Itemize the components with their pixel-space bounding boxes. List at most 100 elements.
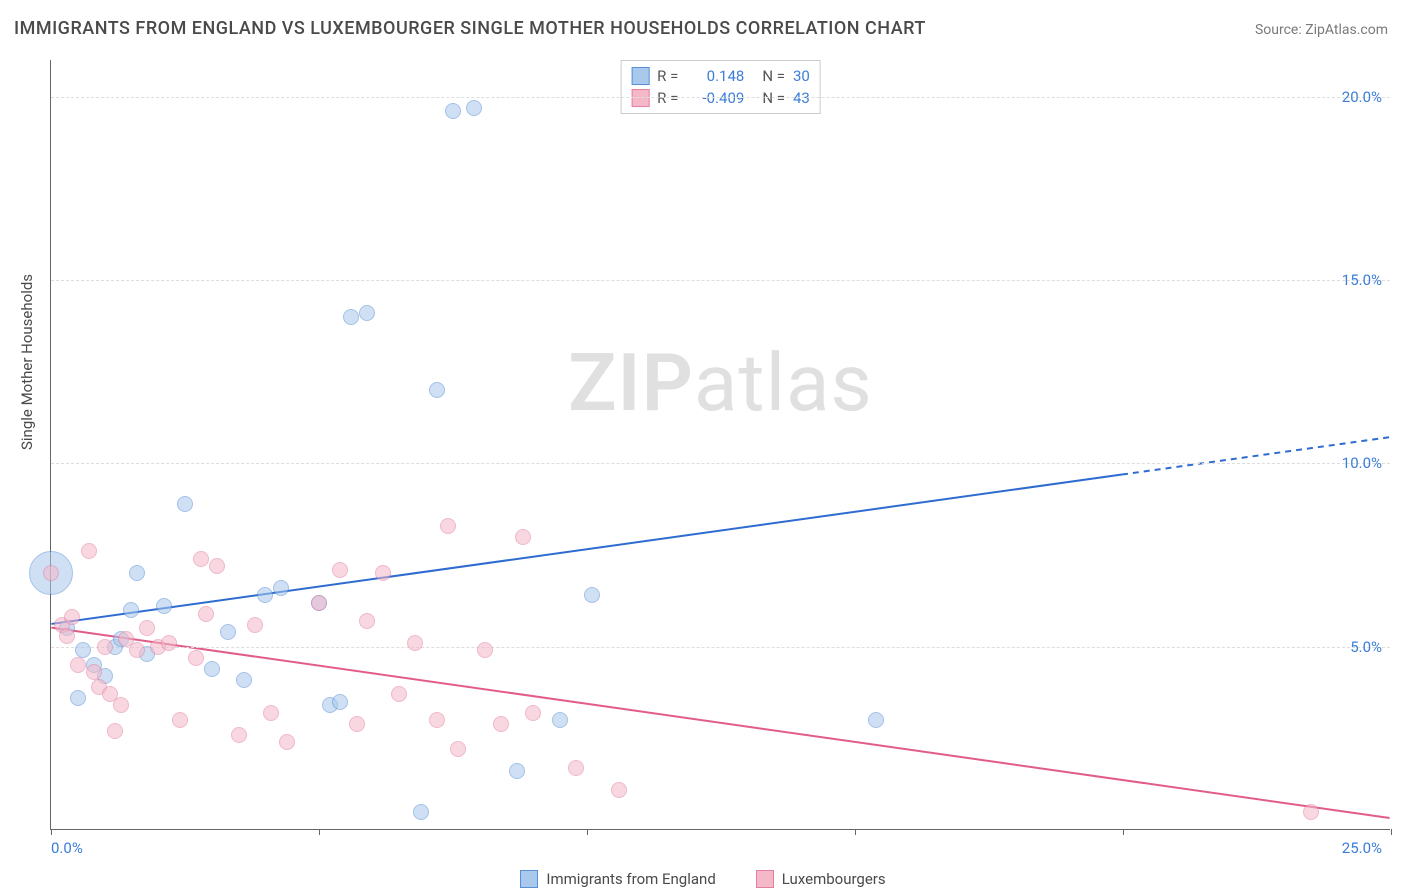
series-legend: Immigrants from England Luxembourgers	[0, 870, 1406, 888]
x-tick	[1123, 829, 1124, 835]
data-point	[332, 562, 348, 578]
legend-row: R = 0.148 N = 30	[631, 65, 810, 87]
y-tick-label: 15.0%	[1342, 271, 1382, 289]
legend-label: Immigrants from England	[546, 870, 715, 888]
data-point	[113, 697, 129, 713]
data-point	[172, 712, 188, 728]
data-point	[343, 309, 359, 325]
data-point	[407, 635, 423, 651]
legend-swatch	[631, 67, 649, 85]
n-value: 43	[793, 87, 810, 109]
data-point	[273, 580, 289, 596]
data-point	[445, 103, 461, 119]
legend-swatch	[520, 870, 538, 888]
data-point	[81, 543, 97, 559]
data-point	[515, 529, 531, 545]
legend-item: Luxembourgers	[756, 870, 886, 888]
r-value: 0.148	[686, 65, 744, 87]
data-point	[129, 565, 145, 581]
data-point	[525, 705, 541, 721]
data-point	[391, 686, 407, 702]
data-point	[493, 716, 509, 732]
data-point	[64, 609, 80, 625]
data-point	[311, 595, 327, 611]
data-point	[568, 760, 584, 776]
data-point	[231, 727, 247, 743]
data-point	[59, 628, 75, 644]
data-point	[429, 712, 445, 728]
data-point	[129, 642, 145, 658]
data-point	[413, 804, 429, 820]
data-point	[193, 551, 209, 567]
n-value: 30	[793, 65, 810, 87]
data-point	[584, 587, 600, 603]
data-point	[429, 382, 445, 398]
data-point	[466, 100, 482, 116]
data-point	[375, 565, 391, 581]
plot-area: ZIPatlas R = 0.148 N = 30 R = -0.409 N =…	[50, 60, 1390, 830]
data-point	[359, 305, 375, 321]
trend-lines-svg	[51, 60, 1390, 829]
x-tick	[1391, 829, 1392, 835]
y-tick-label: 10.0%	[1342, 454, 1382, 472]
y-axis-label: Single Mother Households	[18, 274, 36, 450]
data-point	[123, 602, 139, 618]
data-point	[70, 657, 86, 673]
correlation-legend: R = 0.148 N = 30 R = -0.409 N = 43	[620, 60, 821, 114]
legend-swatch	[756, 870, 774, 888]
data-point	[220, 624, 236, 640]
data-point	[477, 642, 493, 658]
r-label: R =	[657, 65, 678, 87]
x-tick	[587, 829, 588, 835]
gridline	[51, 647, 1390, 648]
data-point	[86, 664, 102, 680]
data-point	[236, 672, 252, 688]
data-point	[247, 617, 263, 633]
data-point	[332, 694, 348, 710]
data-point	[552, 712, 568, 728]
data-point	[257, 587, 273, 603]
x-tick	[319, 829, 320, 835]
data-point	[209, 558, 225, 574]
data-point	[97, 639, 113, 655]
gridline	[51, 97, 1390, 98]
chart-title: IMMIGRANTS FROM ENGLAND VS LUXEMBOURGER …	[14, 18, 926, 39]
source-label: Source: ZipAtlas.com	[1255, 22, 1388, 38]
data-point	[161, 635, 177, 651]
data-point	[263, 705, 279, 721]
data-point	[107, 723, 123, 739]
x-tick	[51, 829, 52, 835]
gridline	[51, 463, 1390, 464]
y-tick-label: 5.0%	[1350, 638, 1382, 656]
data-point	[188, 650, 204, 666]
data-point	[204, 661, 220, 677]
legend-label: Luxembourgers	[782, 870, 886, 888]
data-point	[611, 782, 627, 798]
data-point	[440, 518, 456, 534]
data-point	[156, 598, 172, 614]
data-point	[349, 716, 365, 732]
data-point	[509, 763, 525, 779]
data-point	[198, 606, 214, 622]
r-value: -0.409	[686, 87, 744, 109]
x-tick	[855, 829, 856, 835]
x-tick-label: 25.0%	[1342, 839, 1382, 857]
data-point	[177, 496, 193, 512]
data-point	[868, 712, 884, 728]
data-point	[450, 741, 466, 757]
data-point	[1303, 804, 1319, 820]
n-label: N =	[762, 87, 785, 109]
data-point	[139, 620, 155, 636]
y-tick-label: 20.0%	[1342, 88, 1382, 106]
data-point	[279, 734, 295, 750]
x-tick-label: 0.0%	[51, 839, 83, 857]
r-label: R =	[657, 87, 678, 109]
data-point	[70, 690, 86, 706]
gridline	[51, 280, 1390, 281]
legend-item: Immigrants from England	[520, 870, 715, 888]
legend-swatch	[631, 89, 649, 107]
n-label: N =	[762, 65, 785, 87]
legend-row: R = -0.409 N = 43	[631, 87, 810, 109]
data-point	[43, 565, 59, 581]
data-point	[75, 642, 91, 658]
